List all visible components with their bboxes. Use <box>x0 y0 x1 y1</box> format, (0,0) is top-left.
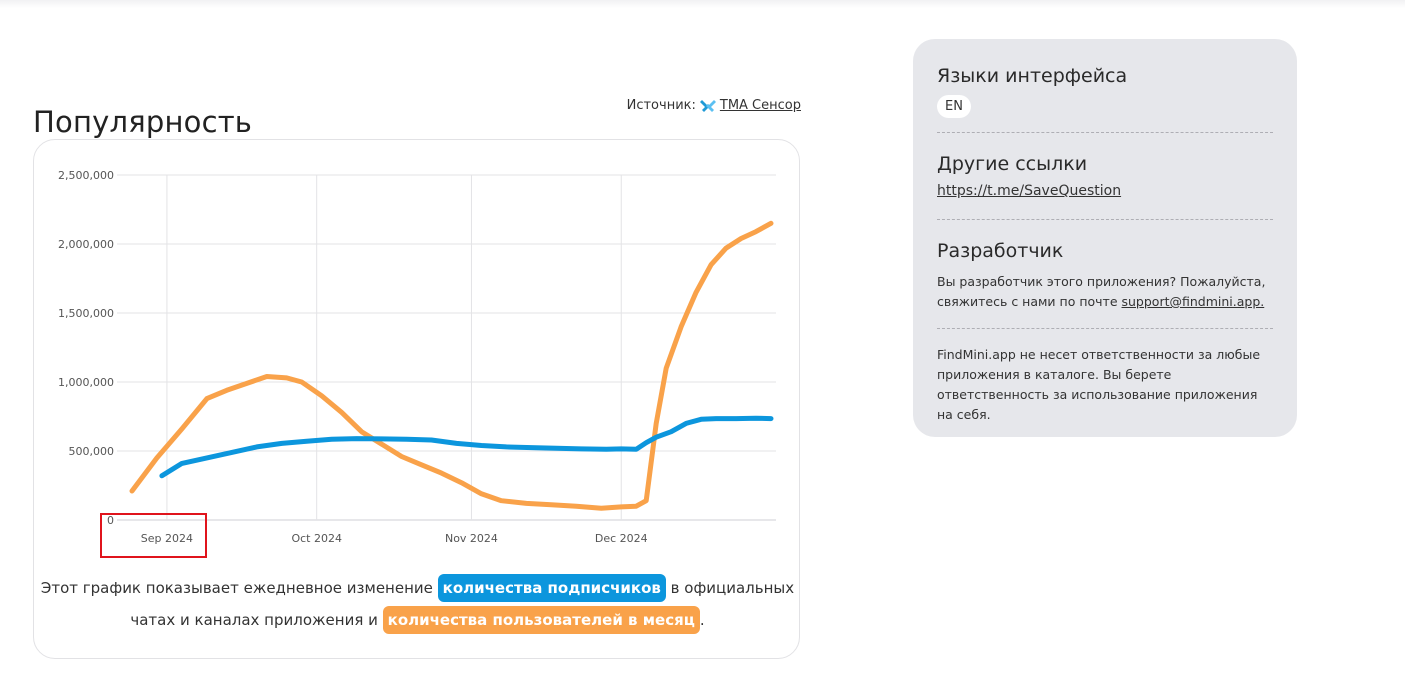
y-tick-label: 1,000,000 <box>58 376 114 389</box>
divider <box>937 132 1273 133</box>
source-label: Источник: <box>626 97 696 113</box>
y-tick-label: 2,000,000 <box>58 238 114 251</box>
language-chip-en[interactable]: EN <box>937 95 971 118</box>
other-link[interactable]: https://t.me/SaveQuestion <box>937 183 1122 199</box>
other-links-title: Другие ссылки <box>937 153 1088 175</box>
x-tick-label: Sep 2024 <box>141 532 193 545</box>
source-link[interactable]: TMA Сенсор <box>719 97 801 113</box>
y-tick-label: 2,500,000 <box>58 169 114 182</box>
monthly-users-line <box>129 220 774 511</box>
caption-text-end: . <box>699 611 705 629</box>
monthly-users-pill[interactable]: количества пользователей в месяц <box>382 606 700 634</box>
developer-text-body: Вы разработчик этого приложения? Пожалуй… <box>937 274 1266 309</box>
chart-caption: Этот график показывает ежедневное измене… <box>34 572 801 636</box>
y-tick-label: 0 <box>107 514 114 527</box>
divider <box>937 219 1273 220</box>
caption-text-start: Этот график показывает ежедневное измене… <box>40 579 433 597</box>
languages-title: Языки интерфейса <box>937 65 1128 87</box>
developer-title: Разработчик <box>937 240 1064 262</box>
y-tick-label: 500,000 <box>69 445 115 458</box>
x-tick-label: Nov 2024 <box>445 532 498 545</box>
top-bar <box>0 0 1405 8</box>
caption-text-middle: в официальных чатах и каналах приложения… <box>130 579 795 629</box>
section-title: Популярность <box>33 105 253 140</box>
subscribers-pill[interactable]: количества подписчиков <box>437 574 666 602</box>
divider <box>937 328 1273 329</box>
popularity-chart: 0 500,000 1,000,000 1,500,000 2,000,000 2,500… <box>58 169 776 545</box>
subscribers-line <box>159 415 774 479</box>
developer-text: Вы разработчик этого приложения? Пожалуй… <box>937 272 1273 312</box>
highlight-box <box>100 513 207 558</box>
x-tick-label: Oct 2024 <box>291 532 342 545</box>
y-tick-label: 1,500,000 <box>58 307 114 320</box>
source-attribution: Источник: TMA Сенсор <box>627 97 801 113</box>
developer-email-link[interactable]: support@findmini.app. <box>1121 294 1265 309</box>
x-tick-label: Dec 2024 <box>595 532 648 545</box>
app-info-card: Языки интерфейса EN Другие ссылки https:… <box>913 39 1297 437</box>
tma-sensor-icon <box>699 100 716 112</box>
disclaimer-text: FindMini.app не несет ответственности за… <box>937 347 1261 422</box>
popularity-chart-card: 0 500,000 1,000,000 1,500,000 2,000,000 2,500… <box>33 139 800 659</box>
